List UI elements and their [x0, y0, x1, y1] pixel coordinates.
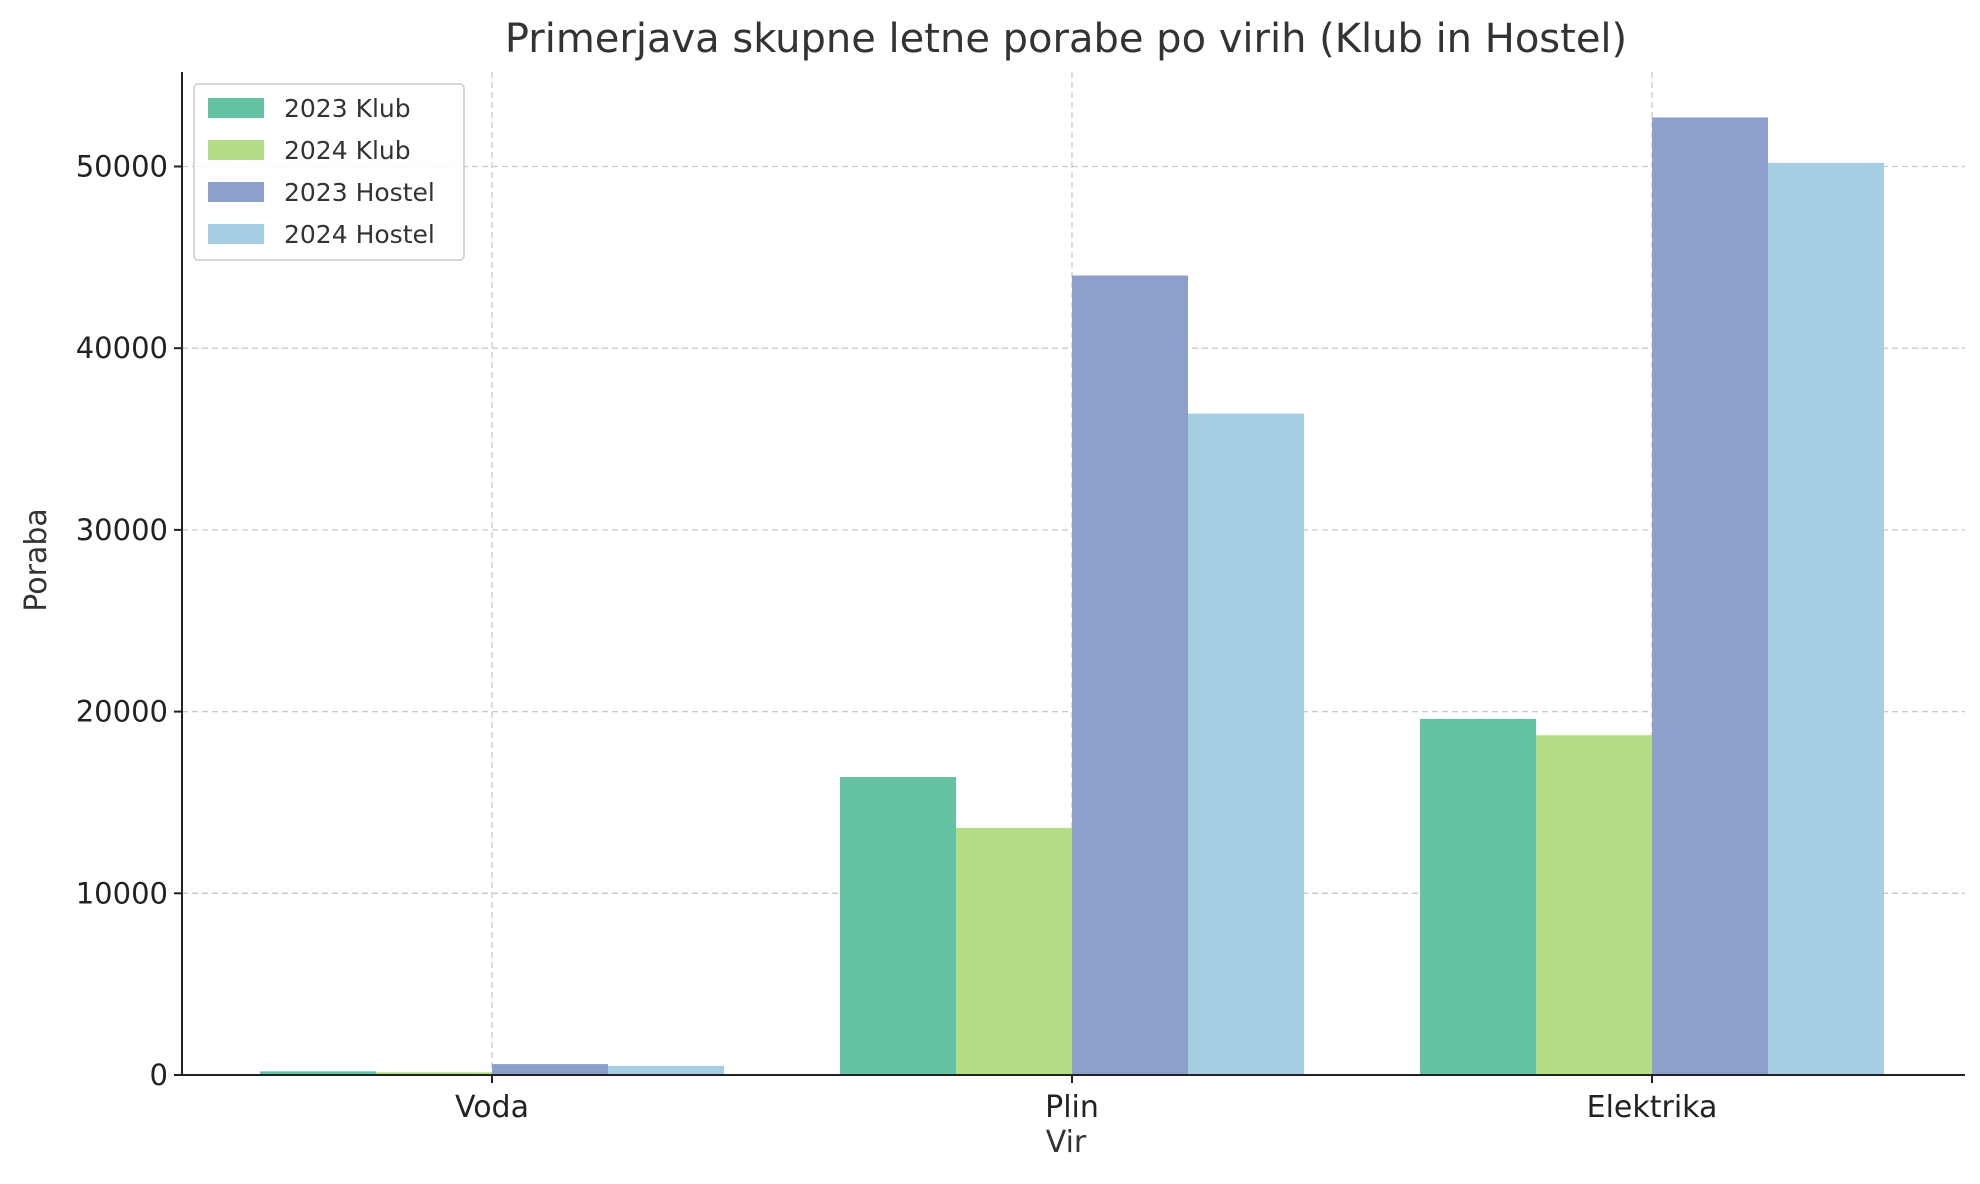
- legend-box: [193, 83, 465, 261]
- bar-2023-klub-plin: [840, 777, 956, 1075]
- y-tick-label: 20000: [76, 695, 168, 729]
- y-axis-label: Poraba: [19, 508, 54, 612]
- x-tick-label: Elektrika: [1587, 1090, 1718, 1125]
- y-tick-label: 50000: [76, 149, 168, 183]
- bar-2023-hostel-voda: [492, 1064, 608, 1075]
- bar-2023-klub-voda: [260, 1071, 376, 1075]
- bar-2023-klub-elektrika: [1420, 718, 1536, 1075]
- legend-label: 2023 Hostel: [284, 178, 435, 207]
- legend-label: 2024 Hostel: [284, 220, 435, 249]
- legend-swatch: [208, 140, 264, 160]
- bar-2023-hostel-plin: [1072, 275, 1188, 1076]
- legend: 2023 Klub 2024 Klub 2023 Hostel 2024 Hostel: [193, 83, 465, 261]
- bar-2024-hostel-elektrika: [1768, 162, 1884, 1076]
- legend-swatch: [208, 182, 264, 202]
- bar-2024-klub-elektrika: [1536, 735, 1652, 1075]
- y-tick-label: 40000: [76, 331, 168, 365]
- legend-label: 2023 Klub: [284, 94, 411, 123]
- legend-label: 2024 Klub: [284, 136, 411, 165]
- legend-swatch: [208, 224, 264, 244]
- bar-2024-hostel-plin: [1188, 413, 1304, 1075]
- legend-swatch: [208, 98, 264, 118]
- x-axis-label: Vir: [1046, 1125, 1087, 1160]
- y-tick-label: 0: [150, 1058, 168, 1092]
- tick-labels: 0 10000 20000 30000 40000 50000 Voda Plin Elektr…: [76, 149, 1718, 1125]
- bar-2024-klub-voda: [376, 1072, 492, 1075]
- bars: [260, 117, 1884, 1076]
- chart-title: Primerjava skupne letne porabe po virih …: [505, 16, 1627, 62]
- bar-2023-hostel-elektrika: [1652, 117, 1768, 1076]
- y-tick-label: 30000: [76, 513, 168, 547]
- x-tick-label: Voda: [455, 1090, 529, 1125]
- axes: [181, 72, 1965, 1076]
- bar-2024-klub-plin: [956, 827, 1072, 1075]
- y-tick-label: 10000: [76, 876, 168, 910]
- bar-2024-hostel-voda: [608, 1065, 724, 1075]
- x-tick-label: Plin: [1045, 1090, 1099, 1125]
